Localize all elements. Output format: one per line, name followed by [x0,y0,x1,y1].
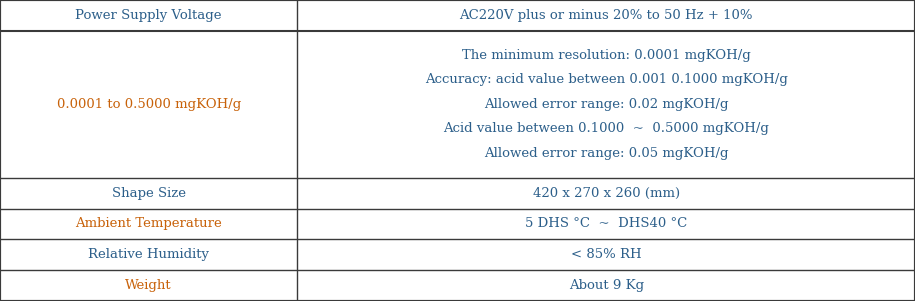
Text: About 9 Kg: About 9 Kg [568,279,644,292]
Text: Power Supply Voltage: Power Supply Voltage [75,9,222,22]
Text: 420 x 270 x 260 (mm): 420 x 270 x 260 (mm) [533,187,680,200]
Text: < 85% RH: < 85% RH [571,248,641,261]
Text: 0.0001 to 0.5000 mgKOH/g: 0.0001 to 0.5000 mgKOH/g [57,98,241,111]
Text: Allowed error range: 0.05 mgKOH/g: Allowed error range: 0.05 mgKOH/g [484,147,728,160]
Text: Shape Size: Shape Size [112,187,186,200]
Text: AC220V plus or minus 20% to 50 Hz + 10%: AC220V plus or minus 20% to 50 Hz + 10% [459,9,753,22]
Text: Relative Humidity: Relative Humidity [88,248,210,261]
Text: Allowed error range: 0.02 mgKOH/g: Allowed error range: 0.02 mgKOH/g [484,98,728,111]
Text: The minimum resolution: 0.0001 mgKOH/g: The minimum resolution: 0.0001 mgKOH/g [462,49,750,62]
Text: Accuracy: acid value between 0.001 0.1000 mgKOH/g: Accuracy: acid value between 0.001 0.100… [425,73,788,86]
Text: Acid value between 0.1000  ~  0.5000 mgKOH/g: Acid value between 0.1000 ~ 0.5000 mgKOH… [443,122,770,135]
Text: Ambient Temperature: Ambient Temperature [75,217,222,231]
Text: Weight: Weight [125,279,172,292]
Text: 5 DHS °C  ~  DHS40 °C: 5 DHS °C ~ DHS40 °C [525,217,687,231]
